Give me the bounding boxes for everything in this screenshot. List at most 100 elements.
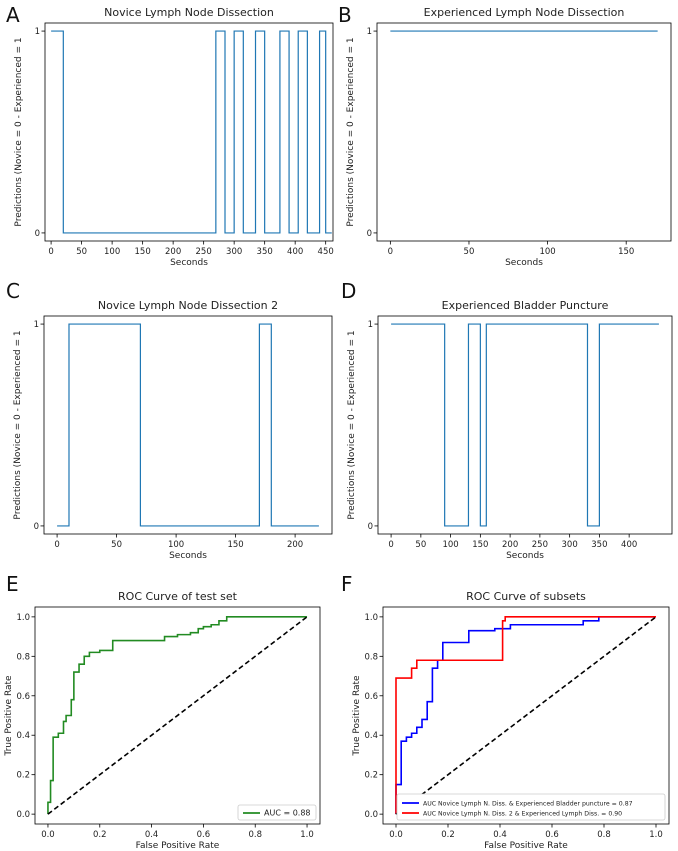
x-axis-label-d: Seconds <box>506 551 544 561</box>
chance-line-e <box>47 616 308 815</box>
x-axis-label-b: Seconds <box>505 258 543 268</box>
y-tick-label-d: 0 <box>368 522 373 532</box>
x-tick-label-f: 0.0 <box>389 830 403 840</box>
x-tick-label-c: 0 <box>54 540 59 550</box>
panel-letter-f: F <box>341 572 353 596</box>
legend-label-blue-f: AUC Novice Lymph N. Diss. & Experienced … <box>423 801 633 808</box>
plot-frame-a <box>44 22 334 242</box>
y-tick-label-c: 1 <box>34 320 39 330</box>
y-tick-label-e: 0.2 <box>16 771 30 781</box>
y-tick-label-f: 0.6 <box>364 692 378 702</box>
x-tick-label-d: 250 <box>532 540 548 550</box>
legend-box-e <box>237 804 317 821</box>
x-axis-label-f: False Positive Rate <box>484 841 568 851</box>
x-axis-label-a: Seconds <box>170 258 208 268</box>
y-tick-label-f: 0.8 <box>364 652 378 662</box>
plot-frame-c <box>43 315 333 535</box>
plot-frame-b <box>376 22 672 242</box>
prediction-line-c <box>57 323 319 527</box>
panel-letter-e: E <box>6 572 19 596</box>
legend-label-red-f: AUC Novice Lymph N. Diss. 2 & Experience… <box>423 811 622 818</box>
panel-letter-d: D <box>341 279 356 303</box>
x-tick-label-f: 0.2 <box>441 830 455 840</box>
chart-panel-d: Experienced Bladder Puncture 0 50 100 150 200… <box>347 299 673 561</box>
x-axis-label-c: Seconds <box>169 551 207 561</box>
x-tick-label-e: 0.0 <box>41 830 55 840</box>
x-tick-label-d: 100 <box>442 540 458 550</box>
y-tick-label-b: 1 <box>367 27 372 37</box>
x-tick-label-e: 0.2 <box>93 830 107 840</box>
x-tick-label-c: 200 <box>287 540 303 550</box>
chance-line-f <box>395 616 657 815</box>
x-tick-label-a: 400 <box>287 247 303 257</box>
chart-title-b: Experienced Lymph Node Dissection <box>424 6 625 19</box>
y-tick-label-a: 0 <box>35 229 40 239</box>
chart-title-f: ROC Curve of subsets <box>466 590 586 603</box>
roc-curve-green-e <box>47 616 308 815</box>
chart-title-e: ROC Curve of test set <box>118 590 238 603</box>
panel-letter-a: A <box>6 3 20 27</box>
x-tick-label-d: 350 <box>591 540 607 550</box>
chart-panel-b: Experienced Lymph Node Dissection 0 50 100 1… <box>346 6 672 268</box>
x-tick-label-e: 1.0 <box>300 830 314 840</box>
y-tick-label-e: 0.0 <box>16 810 30 820</box>
x-tick-label-f: 0.8 <box>597 830 611 840</box>
x-tick-label-f: 0.4 <box>493 830 507 840</box>
y-tick-label-f: 0.0 <box>364 810 378 820</box>
x-tick-label-a: 50 <box>76 247 87 257</box>
chart-title-d: Experienced Bladder Puncture <box>442 299 609 312</box>
x-tick-label-a: 150 <box>135 247 151 257</box>
x-axis-label-e: False Positive Rate <box>136 841 220 851</box>
x-tick-label-c: 100 <box>168 540 184 550</box>
panel-letter-c: C <box>6 279 20 303</box>
y-tick-label-f: 0.2 <box>364 771 378 781</box>
y-axis-label-e: True Positive Rate <box>4 675 14 757</box>
y-tick-label-e: 0.6 <box>16 692 30 702</box>
x-tick-label-d: 400 <box>621 540 637 550</box>
x-tick-label-f: 1.0 <box>649 830 663 840</box>
y-axis-label-d: Predictions (Novice = 0 - Experienced = … <box>347 330 357 519</box>
x-tick-label-a: 250 <box>196 247 212 257</box>
x-tick-label-a: 200 <box>165 247 181 257</box>
y-tick-label-f: 0.4 <box>364 731 378 741</box>
y-tick-label-c: 0 <box>34 522 39 532</box>
x-tick-label-b: 100 <box>539 247 555 257</box>
chart-title-a: Novice Lymph Node Dissection <box>104 6 274 19</box>
chart-title-c: Novice Lymph Node Dissection 2 <box>98 299 278 312</box>
y-axis-label-b: Predictions (Novice = 0 - Experienced = … <box>346 37 356 226</box>
y-tick-label-a: 1 <box>35 27 40 37</box>
panel-letter-b: B <box>338 3 352 27</box>
chart-panel-f: ROC Curve of subsets 0.0 0.2 0.4 0.6 0.8 1.0 0.… <box>352 590 670 851</box>
chart-panel-e: ROC Curve of test set 0.0 0.2 0.4 0.6 0.8 1.0 0… <box>4 590 321 851</box>
x-tick-label-d: 300 <box>562 540 578 550</box>
x-tick-label-a: 0 <box>48 247 53 257</box>
plot-frame-d <box>377 315 673 535</box>
roc-curve-blue-f <box>395 616 656 815</box>
x-tick-label-c: 150 <box>227 540 243 550</box>
y-tick-label-f: 1.0 <box>364 613 378 623</box>
x-tick-label-a: 350 <box>257 247 273 257</box>
prediction-line-d <box>391 323 659 527</box>
roc-curve-red-f <box>395 616 656 815</box>
y-axis-label-f: True Positive Rate <box>352 675 362 757</box>
x-tick-label-d: 200 <box>502 540 518 550</box>
x-tick-label-d: 0 <box>388 540 393 550</box>
plot-frame-e <box>34 606 321 825</box>
x-tick-label-d: 50 <box>415 540 426 550</box>
y-tick-label-e: 0.4 <box>16 731 30 741</box>
x-tick-label-b: 50 <box>464 247 475 257</box>
plot-frame-f <box>382 606 670 825</box>
x-tick-label-d: 150 <box>472 540 488 550</box>
y-axis-label-a: Predictions (Novice = 0 - Experienced = … <box>14 37 24 226</box>
x-tick-label-f: 0.6 <box>545 830 559 840</box>
chart-panel-a: Novice Lymph Node Dissection 0 50 100 150 200… <box>14 6 334 268</box>
x-tick-label-b: 0 <box>388 247 393 257</box>
x-tick-label-b: 150 <box>618 247 634 257</box>
chart-panel-c: Novice Lymph Node Dissection 2 0 50 100 150 2… <box>13 299 333 561</box>
x-tick-label-e: 0.8 <box>248 830 262 840</box>
y-axis-label-c: Predictions (Novice = 0 - Experienced = … <box>13 330 23 519</box>
y-tick-label-d: 1 <box>368 320 373 330</box>
x-tick-label-a: 300 <box>226 247 242 257</box>
y-tick-label-e: 1.0 <box>16 613 30 623</box>
